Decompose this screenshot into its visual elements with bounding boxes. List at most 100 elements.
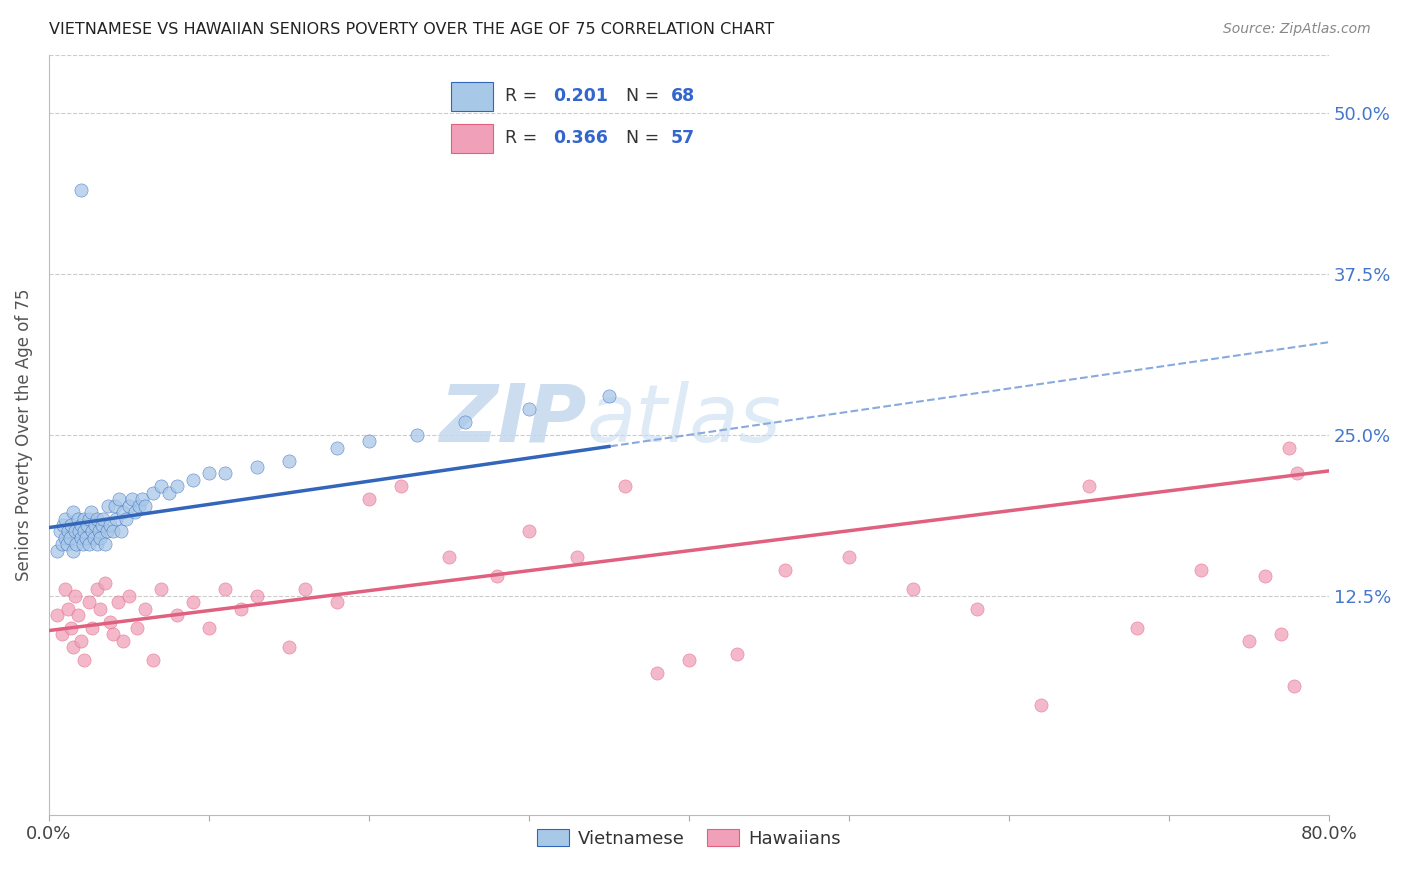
Point xyxy=(53,511,76,525)
Point xyxy=(77,511,100,525)
Point xyxy=(79,505,101,519)
Point xyxy=(66,511,89,525)
Point xyxy=(83,531,105,545)
Point xyxy=(229,601,252,615)
Point xyxy=(1278,441,1301,455)
Point xyxy=(838,550,860,565)
Point xyxy=(517,524,540,539)
Point xyxy=(678,653,700,667)
Point xyxy=(110,524,132,539)
Legend: Vietnamese, Hawaiians: Vietnamese, Hawaiians xyxy=(530,822,848,855)
Y-axis label: Seniors Poverty Over the Age of 75: Seniors Poverty Over the Age of 75 xyxy=(15,289,32,581)
Point xyxy=(517,402,540,417)
Point xyxy=(53,531,76,545)
Point xyxy=(1029,698,1052,713)
Point xyxy=(73,524,96,539)
Point xyxy=(214,582,236,597)
Point xyxy=(125,621,148,635)
Point xyxy=(70,531,93,545)
Point xyxy=(166,608,188,623)
Point xyxy=(103,499,125,513)
Point xyxy=(357,492,380,507)
Point xyxy=(82,621,104,635)
Point xyxy=(246,589,269,603)
Point xyxy=(1077,479,1099,493)
Point xyxy=(97,499,120,513)
Point xyxy=(87,524,110,539)
Point xyxy=(246,460,269,475)
Point xyxy=(101,524,124,539)
Point xyxy=(1189,563,1212,577)
Point xyxy=(73,653,96,667)
Point xyxy=(98,615,121,629)
Point xyxy=(66,608,89,623)
Point xyxy=(59,531,82,545)
Point xyxy=(94,537,117,551)
Point xyxy=(901,582,924,597)
Point xyxy=(278,453,301,467)
Text: atlas: atlas xyxy=(586,381,782,458)
Point xyxy=(1285,467,1308,481)
Point xyxy=(70,183,93,197)
Point xyxy=(124,505,146,519)
Point xyxy=(111,505,134,519)
Point xyxy=(67,524,90,539)
Point xyxy=(62,543,84,558)
Point xyxy=(60,621,83,635)
Point xyxy=(90,518,112,533)
Point xyxy=(96,524,118,539)
Point xyxy=(1270,627,1292,641)
Point xyxy=(94,575,117,590)
Point xyxy=(389,479,412,493)
Point xyxy=(107,595,129,609)
Point xyxy=(72,537,94,551)
Point xyxy=(98,518,121,533)
Point xyxy=(966,601,988,615)
Point xyxy=(645,666,668,681)
Point xyxy=(1237,633,1260,648)
Point xyxy=(565,550,588,565)
Point xyxy=(82,524,104,539)
Point xyxy=(108,492,131,507)
Point xyxy=(278,640,301,655)
Point xyxy=(89,601,111,615)
Point xyxy=(149,479,172,493)
Point xyxy=(77,595,100,609)
Point xyxy=(63,524,86,539)
Point xyxy=(157,485,180,500)
Point xyxy=(111,633,134,648)
Point xyxy=(326,595,349,609)
Point xyxy=(86,537,108,551)
Point xyxy=(93,511,115,525)
Point xyxy=(77,537,100,551)
Point xyxy=(326,441,349,455)
Point xyxy=(70,633,93,648)
Point xyxy=(613,479,636,493)
Point xyxy=(49,524,72,539)
Point xyxy=(56,601,79,615)
Point xyxy=(51,627,73,641)
Point xyxy=(166,479,188,493)
Point xyxy=(60,518,83,533)
Point xyxy=(62,640,84,655)
Point xyxy=(86,511,108,525)
Point xyxy=(105,511,128,525)
Point xyxy=(101,627,124,641)
Point xyxy=(134,601,156,615)
Point xyxy=(52,518,75,533)
Point xyxy=(53,582,76,597)
Point xyxy=(131,492,153,507)
Point xyxy=(198,467,221,481)
Point xyxy=(198,621,221,635)
Point xyxy=(46,543,69,558)
Point xyxy=(118,499,141,513)
Text: ZIP: ZIP xyxy=(439,381,586,458)
Point xyxy=(55,537,77,551)
Point xyxy=(1254,569,1277,583)
Point xyxy=(598,389,620,403)
Point xyxy=(294,582,316,597)
Point xyxy=(128,499,150,513)
Point xyxy=(51,537,73,551)
Point xyxy=(134,499,156,513)
Point xyxy=(725,647,748,661)
